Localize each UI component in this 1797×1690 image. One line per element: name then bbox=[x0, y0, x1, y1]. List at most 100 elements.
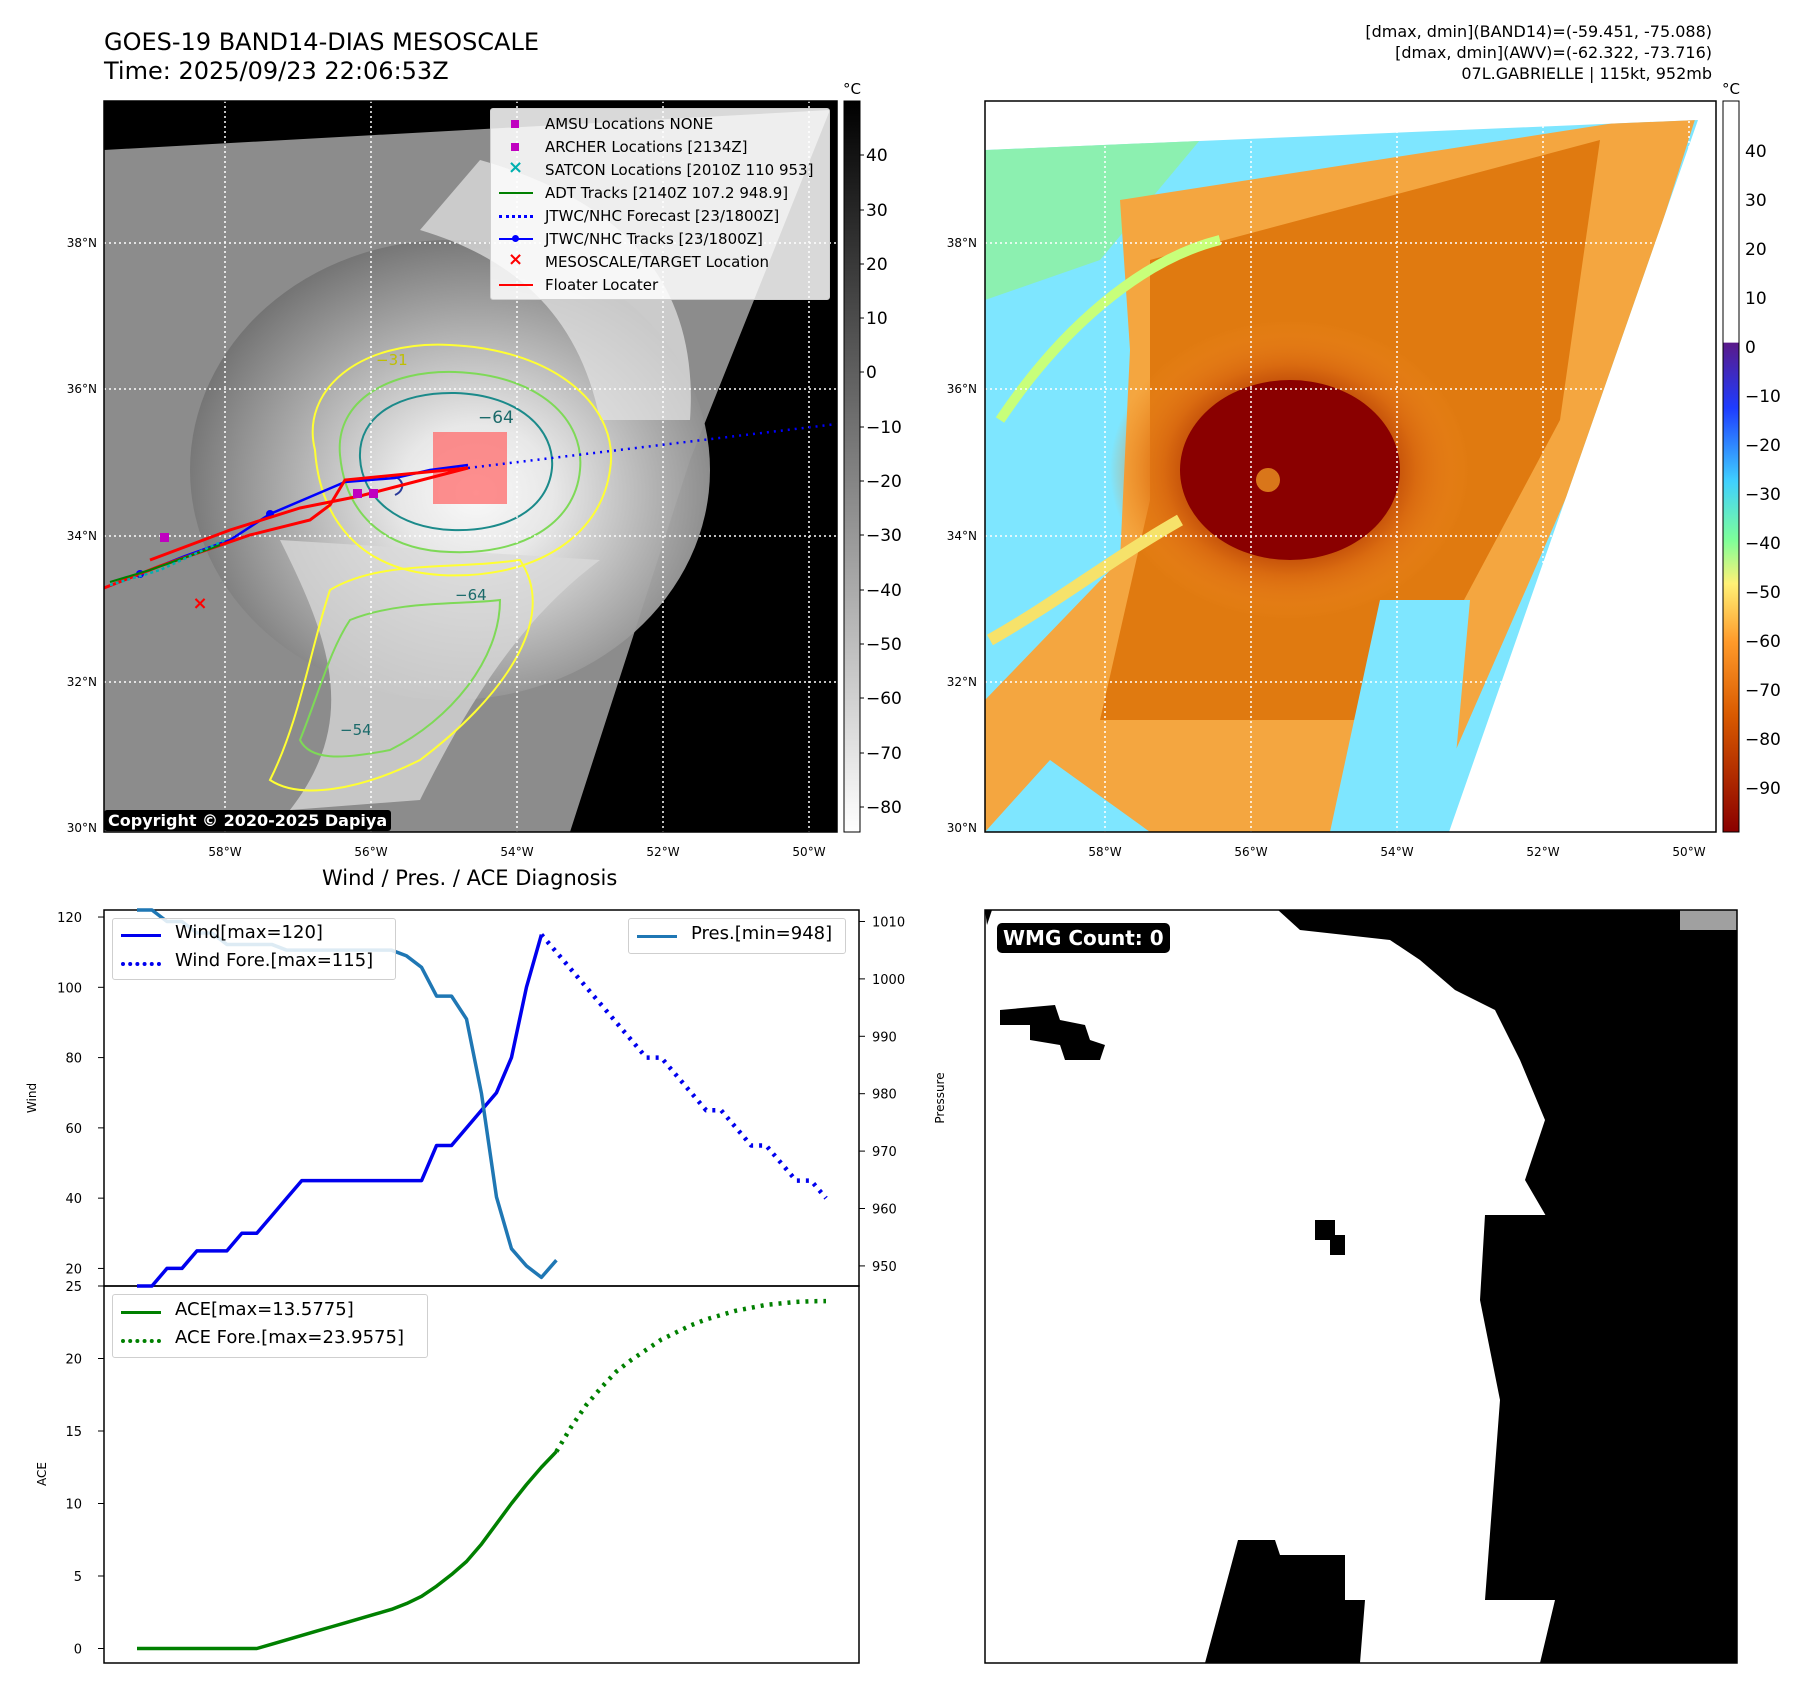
ir-lat-label: 36°N bbox=[67, 382, 97, 396]
wind-line bbox=[137, 934, 544, 1288]
wind-ytick-label: 60 bbox=[65, 1122, 82, 1137]
wind-ytick-label: 80 bbox=[65, 1052, 82, 1067]
ace-ytick-label: 5 bbox=[74, 1570, 82, 1585]
wmg-gray-patch bbox=[1680, 910, 1737, 930]
ir-legend-row: × SATCON Locations [2010Z 110 953] bbox=[497, 157, 827, 181]
ir-colorbar-unit: °C bbox=[843, 80, 861, 98]
ace-plot-frame bbox=[103, 1285, 860, 1664]
awv-cbar-label: −20 bbox=[1745, 436, 1781, 456]
awv-lon-label: 50°W bbox=[1672, 845, 1705, 859]
ace-fore-legend-swatch bbox=[121, 1339, 161, 1343]
ir-lon-label: 54°W bbox=[500, 845, 533, 859]
ir-legend-swatch bbox=[497, 113, 533, 135]
archer-marker bbox=[160, 533, 169, 542]
ir-legend-label: ADT Tracks [2140Z 107.2 948.9] bbox=[545, 184, 789, 202]
wmg-black-region bbox=[1205, 1540, 1365, 1663]
awv-lon-label: 54°W bbox=[1380, 845, 1413, 859]
ace-legend-swatch bbox=[121, 1311, 161, 1314]
wmg-black-corner bbox=[985, 910, 992, 925]
ir-legend-label: MESOSCALE/TARGET Location bbox=[545, 253, 770, 271]
ir-lon-label: 56°W bbox=[354, 845, 387, 859]
contour-label-31: −31 bbox=[376, 351, 408, 369]
ir-lat-labels: 38°N 36°N 34°N 32°N 30°N bbox=[67, 236, 97, 835]
awv-cbar-label: 40 bbox=[1745, 142, 1767, 162]
ace-legend: ACE[max=13.5775] ACE Fore.[max=23.9575] bbox=[112, 1294, 428, 1358]
pres-legend: Pres.[min=948] bbox=[628, 918, 846, 954]
pressure-ytick-label: 1010 bbox=[872, 915, 905, 930]
awv-lat-label: 30°N bbox=[947, 821, 977, 835]
ir-legend-label: SATCON Locations [2010Z 110 953] bbox=[545, 161, 814, 179]
pressure-ytick-label: 960 bbox=[872, 1203, 897, 1218]
awv-colorbar-unit: °C bbox=[1722, 80, 1740, 98]
ir-legend-row: JTWC/NHC Tracks [23/1800Z] bbox=[497, 228, 827, 250]
awv-lat-labels: 38°N 36°N 34°N 32°N 30°N bbox=[947, 236, 977, 835]
ir-legend-label: Floater Locater bbox=[545, 276, 659, 294]
awv-map-panel bbox=[985, 101, 1716, 832]
awv-cbar-label: 10 bbox=[1745, 289, 1767, 309]
ir-cbar-label: −50 bbox=[866, 635, 902, 655]
awv-cbar-label: 0 bbox=[1745, 338, 1756, 358]
ir-lat-label: 32°N bbox=[67, 675, 97, 689]
wind-ytick-label: 40 bbox=[65, 1192, 82, 1207]
ir-cbar-label: −80 bbox=[866, 798, 902, 818]
ir-legend-label: ARCHER Locations [2134Z] bbox=[545, 138, 748, 156]
ir-lon-label: 50°W bbox=[792, 845, 825, 859]
ir-legend: AMSU Locations NONE ARCHER Locations [213… bbox=[490, 108, 830, 300]
contour-green-band bbox=[298, 598, 502, 758]
contour-green bbox=[338, 370, 582, 554]
pressure-ytick-label: 970 bbox=[872, 1145, 897, 1160]
awv-cbar-label: 20 bbox=[1745, 240, 1767, 260]
contour-label-54: −54 bbox=[340, 721, 372, 739]
contour-yellow bbox=[311, 343, 613, 577]
ir-lon-label: 58°W bbox=[208, 845, 241, 859]
awv-cbar-label: −50 bbox=[1745, 583, 1781, 603]
ace-line bbox=[137, 1450, 558, 1651]
wind-fore-legend-label: Wind Fore.[max=115] bbox=[175, 950, 374, 971]
wmg-panel-frame bbox=[984, 909, 1738, 1664]
contour-teal bbox=[358, 391, 554, 532]
ir-legend-row: Floater Locater bbox=[497, 274, 827, 296]
wmg-black-region bbox=[1530, 1585, 1545, 1600]
ir-cbar-label: −10 bbox=[866, 418, 902, 438]
ir-lat-label: 34°N bbox=[67, 529, 97, 543]
ir-cbar-label: −60 bbox=[866, 689, 902, 709]
copyright-badge: Copyright © 2020-2025 Dapiya bbox=[104, 810, 392, 831]
ir-cbar-label: 20 bbox=[866, 255, 888, 275]
ir-legend-swatch bbox=[497, 274, 533, 296]
ir-lon-label: 52°W bbox=[646, 845, 679, 859]
awv-cbar-label: −80 bbox=[1745, 730, 1781, 750]
awv-cbar-label: 30 bbox=[1745, 191, 1767, 211]
ir-legend-label: AMSU Locations NONE bbox=[545, 115, 714, 133]
ir-cbar-label: 30 bbox=[866, 201, 888, 221]
awv-gridlines bbox=[985, 101, 1716, 832]
ir-cbar-label: 10 bbox=[866, 309, 888, 329]
info-line2: [dmax, dmin](AWV)=(-62.322, -73.716) bbox=[1395, 43, 1712, 62]
awv-lon-label: 52°W bbox=[1526, 845, 1559, 859]
pressure-ytick-label: 950 bbox=[872, 1260, 897, 1275]
ir-colorbar-ticks bbox=[860, 154, 864, 808]
awv-lat-label: 32°N bbox=[947, 675, 977, 689]
awv-cbar-label: −90 bbox=[1745, 779, 1781, 799]
diagnosis-title: Wind / Pres. / ACE Diagnosis bbox=[322, 866, 618, 890]
pres-legend-swatch bbox=[637, 935, 677, 938]
ir-legend-row: × MESOSCALE/TARGET Location bbox=[497, 249, 827, 273]
ir-cbar-label: −20 bbox=[866, 472, 902, 492]
ir-legend-swatch bbox=[497, 205, 533, 227]
awv-colorbar bbox=[1722, 100, 1740, 833]
ir-legend-row: AMSU Locations NONE bbox=[497, 113, 827, 135]
diagnosis-marks: 20 40 60 80 100 120 950 960 970 980 990 1000 1010 0 5 1… bbox=[57, 908, 905, 1658]
wmg-black-region bbox=[1278, 910, 1737, 1663]
wind-fore-legend-swatch bbox=[121, 962, 161, 966]
awv-cbar-label: −60 bbox=[1745, 632, 1781, 652]
ace-ytick-label: 10 bbox=[65, 1498, 82, 1513]
ace-ytick-label: 15 bbox=[65, 1425, 82, 1440]
ir-legend-row: ARCHER Locations [2134Z] bbox=[497, 136, 827, 158]
forecast-track bbox=[467, 422, 837, 470]
awv-lon-labels: 58°W 56°W 54°W 52°W 50°W bbox=[1088, 845, 1705, 859]
ir-legend-swatch bbox=[497, 228, 533, 250]
ir-panel-frame bbox=[103, 100, 838, 833]
ir-cbar-label: −30 bbox=[866, 526, 902, 546]
awv-lat-label: 34°N bbox=[947, 529, 977, 543]
